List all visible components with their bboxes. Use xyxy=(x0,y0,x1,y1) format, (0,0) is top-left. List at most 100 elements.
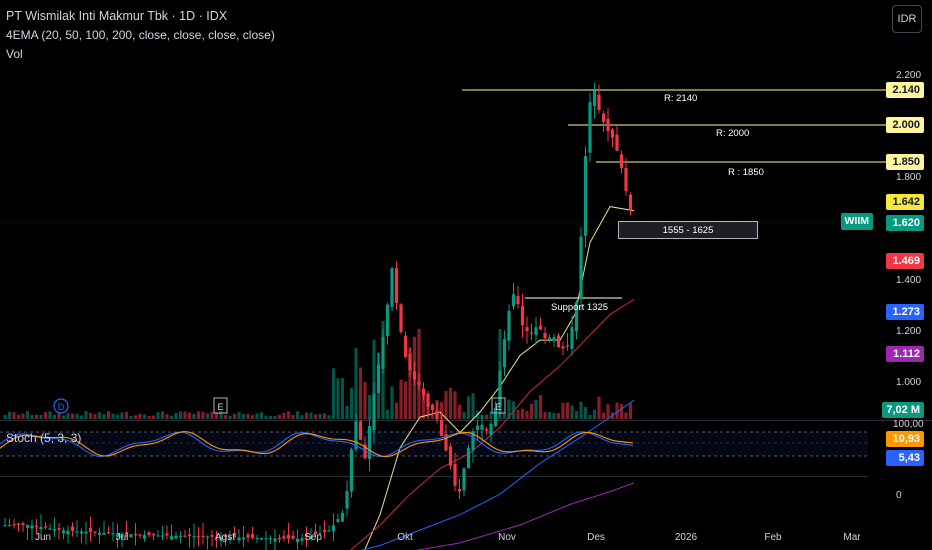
volume-indicator-legend[interactable]: Vol xyxy=(6,47,23,61)
volume-bar xyxy=(106,411,111,419)
volume-bar xyxy=(84,411,88,419)
volume-bars xyxy=(3,320,633,419)
candle-body xyxy=(259,538,264,540)
candle-body xyxy=(246,534,250,538)
volume-bar xyxy=(300,415,304,419)
volume-bar xyxy=(444,391,448,419)
volume-bar xyxy=(232,414,237,419)
candle-body xyxy=(16,523,21,525)
price-tick: 1.000 xyxy=(896,377,921,388)
candle-body xyxy=(160,535,165,537)
candle-body xyxy=(430,404,435,411)
candle-body xyxy=(264,538,268,540)
volume-bar xyxy=(259,412,264,419)
volume-bar xyxy=(124,411,129,419)
earnings-marker-icon[interactable] xyxy=(213,397,228,414)
dividend-marker-icon[interactable] xyxy=(53,398,69,414)
earnings-marker-icon[interactable] xyxy=(491,397,506,414)
volume-bar xyxy=(160,411,165,419)
candle-body xyxy=(354,421,358,450)
candle-body xyxy=(237,537,241,541)
candle-body xyxy=(534,327,538,335)
chart-title[interactable]: PT Wismilak Inti Makmur Tbk · 1D · IDX xyxy=(6,9,228,23)
price-zone-box[interactable]: 1555 - 1625 xyxy=(618,221,758,239)
candle-body xyxy=(39,526,43,530)
time-tick: Okt xyxy=(397,532,413,543)
volume-bar xyxy=(25,411,30,419)
candle-body xyxy=(444,433,448,451)
volume-bar xyxy=(88,412,93,419)
volume-bar xyxy=(147,415,151,419)
candle-body xyxy=(340,512,345,522)
candle-body xyxy=(88,527,93,533)
candle-body xyxy=(561,346,565,349)
volume-bar xyxy=(241,414,246,419)
stoch-d-badge: 5,43 xyxy=(886,450,924,466)
volume-bar xyxy=(183,411,187,419)
candle-body xyxy=(439,419,444,436)
volume-bar xyxy=(21,413,25,419)
candle-body xyxy=(286,534,291,539)
candle-body xyxy=(25,524,30,528)
volume-bar xyxy=(331,368,336,419)
candle-body xyxy=(295,538,300,543)
candle-body xyxy=(399,304,403,333)
volume-bar xyxy=(196,411,201,419)
ema200-line xyxy=(415,482,635,550)
candle-body xyxy=(3,524,7,527)
volume-bar xyxy=(484,414,489,419)
stoch-indicator-legend[interactable]: Stoch (5, 3, 3) xyxy=(6,431,82,445)
price-badge-last: 1.620 xyxy=(886,215,924,231)
candle-body xyxy=(403,335,408,357)
volume-bar xyxy=(151,415,156,419)
candle-body xyxy=(457,488,462,492)
volume-bar xyxy=(336,378,340,419)
candle-body xyxy=(196,536,201,538)
volume-bar xyxy=(574,411,579,419)
candle-body xyxy=(205,536,210,538)
volume-bar xyxy=(48,411,52,419)
candle-body xyxy=(304,534,309,537)
volume-bar xyxy=(525,410,529,419)
volume-bar xyxy=(547,412,552,419)
ema20-line xyxy=(364,206,635,550)
candle-body xyxy=(597,94,601,110)
time-tick: Sep xyxy=(304,532,322,543)
volume-bar xyxy=(295,411,300,419)
candle-body xyxy=(466,447,471,469)
volume-bar xyxy=(138,413,142,419)
volume-bar xyxy=(133,415,138,419)
candle-body xyxy=(592,90,597,106)
time-tick: Jul xyxy=(116,532,129,543)
candle-body xyxy=(624,167,628,192)
candle-body xyxy=(381,337,385,369)
time-tick: 2026 xyxy=(675,532,698,543)
candle-body xyxy=(543,333,547,339)
price-badge-r2000: 2.000 xyxy=(886,117,924,133)
volume-bar xyxy=(606,404,610,419)
candle-body xyxy=(556,335,561,348)
volume-bar xyxy=(111,413,115,419)
candle-body xyxy=(93,531,97,533)
candle-body xyxy=(300,538,304,541)
volume-bar xyxy=(43,412,48,419)
volume-bar xyxy=(52,414,57,419)
candle-body xyxy=(228,537,232,540)
volume-bar xyxy=(201,411,205,419)
volume-bar xyxy=(471,393,475,419)
candle-body xyxy=(84,531,88,534)
volume-bar xyxy=(534,400,538,419)
ema-indicator-legend[interactable]: 4EMA (20, 50, 100, 200, close, close, cl… xyxy=(6,28,275,42)
price-tick: 1.800 xyxy=(896,172,921,183)
candle-body xyxy=(547,337,552,340)
candle-body xyxy=(7,524,12,527)
currency-button[interactable]: IDR xyxy=(892,5,922,33)
candle-body xyxy=(606,118,610,132)
volume-bar xyxy=(174,412,178,419)
price-tick: 1.200 xyxy=(896,326,921,337)
price-badge-ema200: 1.112 xyxy=(886,346,924,362)
candle-body xyxy=(358,421,363,440)
candle-body xyxy=(475,425,480,431)
